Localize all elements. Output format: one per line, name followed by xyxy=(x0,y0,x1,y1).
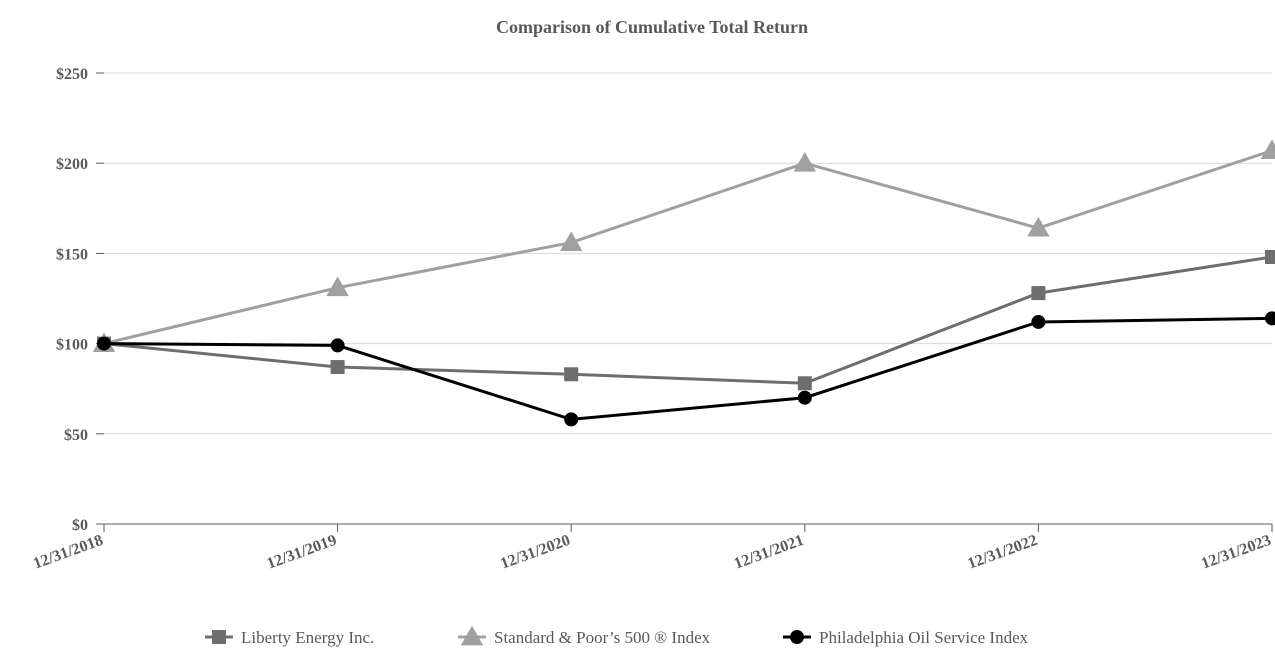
legend-item-standard-poor-s-500-index: Standard & Poor’s 500 ® Index xyxy=(458,625,711,647)
gridlines xyxy=(104,72,1272,435)
series-lines xyxy=(92,139,1275,427)
data-point-liberty-energy-inc xyxy=(797,376,812,391)
y-tick-label: $200 xyxy=(56,156,88,173)
legend-label: Standard & Poor’s 500 ® Index xyxy=(494,628,711,647)
x-tick-label: 12/31/2021 xyxy=(732,532,806,573)
legend: Liberty Energy Inc. Standard & Poor’s 500… xyxy=(205,625,1029,647)
data-point-liberty-energy-inc xyxy=(1265,250,1275,265)
y-tick-label: $0 xyxy=(72,517,88,534)
data-point-liberty-energy-inc xyxy=(1031,286,1046,301)
legend-marker xyxy=(790,630,804,644)
x-tick-label: 12/31/2023 xyxy=(1199,532,1273,573)
series-philadelphia-oil-service-index xyxy=(97,311,1275,427)
data-point-philadelphia-oil-service-index xyxy=(97,336,111,351)
data-point-philadelphia-oil-service-index xyxy=(1265,311,1275,326)
legend-label: Liberty Energy Inc. xyxy=(241,628,374,647)
chart-title: Comparison of Cumulative Total Return xyxy=(496,17,808,37)
data-point-philadelphia-oil-service-index xyxy=(1031,314,1046,329)
legend-item-liberty-energy-inc: Liberty Energy Inc. xyxy=(205,628,374,647)
data-point-standard-poor-s-500-index xyxy=(793,152,816,172)
series-line-philadelphia-oil-service-index xyxy=(103,316,1273,421)
legend-label: Philadelphia Oil Service Index xyxy=(819,628,1029,647)
data-point-philadelphia-oil-service-index xyxy=(797,390,812,405)
data-point-standard-poor-s-500-index xyxy=(1027,216,1050,237)
data-point-standard-poor-s-500-index xyxy=(326,276,349,297)
data-point-liberty-energy-inc xyxy=(330,360,345,375)
y-tick-label: $100 xyxy=(56,337,88,354)
data-point-standard-poor-s-500-index xyxy=(1260,139,1275,159)
legend-marker xyxy=(212,630,226,644)
legend-item-philadelphia-oil-service-index: Philadelphia Oil Service Index xyxy=(783,628,1029,647)
series-line-standard-poor-s-500-index xyxy=(103,149,1273,346)
axes: $0 $50 $100 $150 $200 $250 12/31/2018 12/31/201… xyxy=(31,66,1273,573)
legend-marker xyxy=(460,625,484,646)
data-point-standard-poor-s-500-index xyxy=(560,231,583,251)
data-point-liberty-energy-inc xyxy=(564,367,579,382)
data-point-philadelphia-oil-service-index xyxy=(564,412,579,427)
y-tick-label: $250 xyxy=(56,66,88,83)
y-tick-label: $150 xyxy=(56,246,88,263)
x-tick-label: 12/31/2020 xyxy=(498,532,572,573)
y-tick-label: $50 xyxy=(64,427,88,444)
data-point-philadelphia-oil-service-index xyxy=(330,338,345,353)
x-tick-label: 12/31/2018 xyxy=(31,532,105,573)
x-tick-label: 12/31/2022 xyxy=(965,532,1039,573)
x-tick-label: 12/31/2019 xyxy=(265,532,339,573)
series-line-liberty-energy-inc xyxy=(103,255,1273,385)
